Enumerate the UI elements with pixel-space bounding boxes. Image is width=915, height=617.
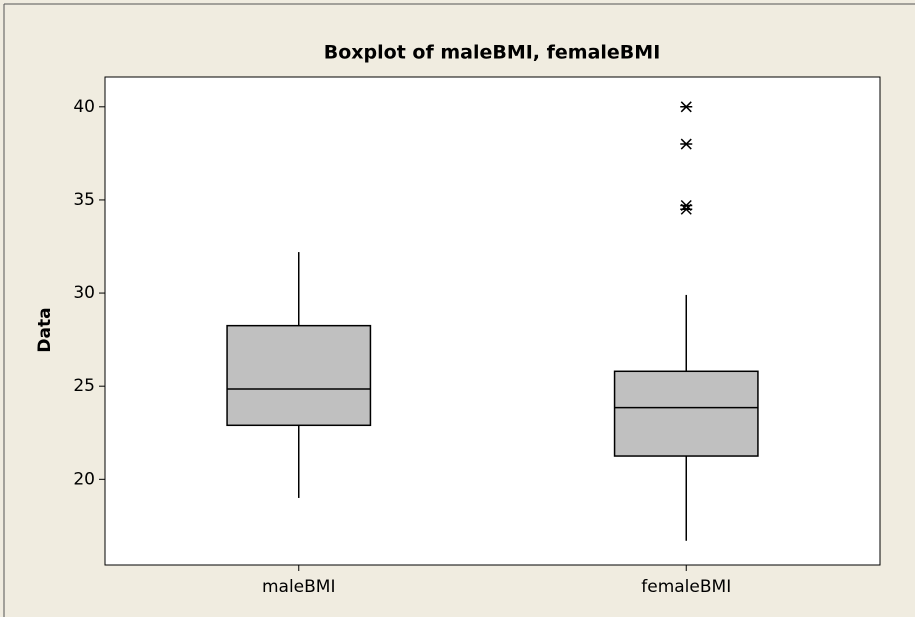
plot-area [104,76,881,566]
chart-title: Boxplot of maleBMI, femaleBMI [324,42,661,64]
x-tick-label: femaleBMI [641,577,731,597]
y-axis-label: Data [35,307,55,352]
y-tick-label: 30 [73,283,95,303]
y-tick-label: 25 [73,376,95,396]
box [613,370,759,457]
outlier [680,203,693,215]
x-tick-label: maleBMI [262,577,336,597]
y-tick-label: 40 [73,97,95,117]
y-tick-label: 20 [73,469,95,489]
box [226,324,372,427]
y-tick-label: 35 [73,190,95,210]
outlier [680,138,693,150]
outlier [680,101,693,113]
